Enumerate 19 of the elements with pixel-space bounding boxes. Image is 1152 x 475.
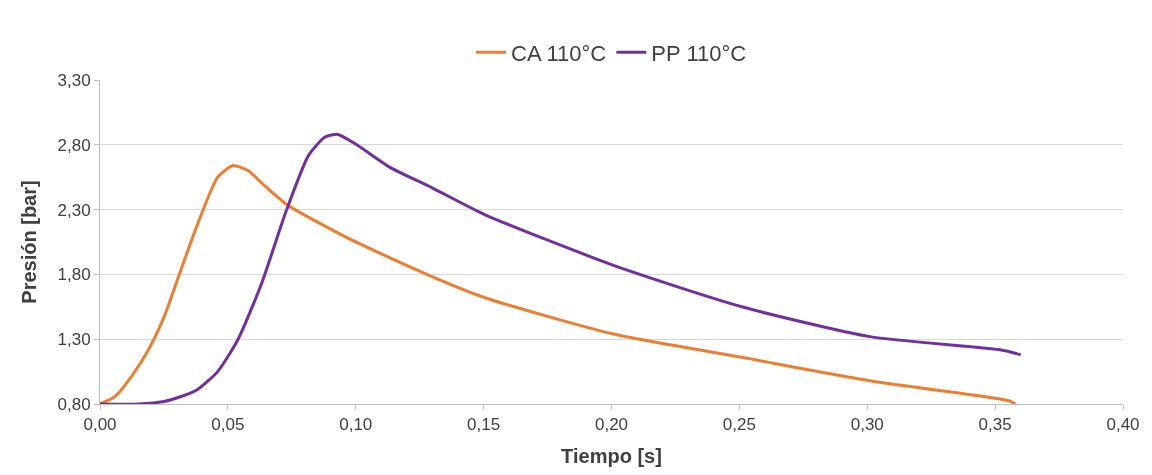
x-tick-label: 0,40: [1106, 415, 1140, 435]
x-axis-title: Tiempo [s]: [561, 444, 662, 467]
legend-label: PP 110°C: [651, 40, 747, 66]
x-tick-label: 0,35: [978, 415, 1012, 435]
y-tick-label: 0,80: [57, 394, 91, 414]
y-tick-label: 3,30: [57, 70, 91, 90]
x-tick-label: 0,05: [211, 415, 245, 435]
x-tick-label: 0,00: [83, 415, 117, 435]
y-tick-label: 1,80: [57, 265, 91, 285]
y-tick-label: 2,30: [57, 200, 91, 220]
legend-label: CA 110°C: [511, 40, 607, 66]
y-tick-label: 2,80: [57, 135, 91, 155]
y-axis-title: Presión [bar]: [18, 180, 41, 304]
x-tick-label: 0,10: [339, 415, 373, 435]
x-tick-label: 0,20: [594, 415, 629, 435]
x-tick-label: 0,25: [722, 415, 756, 435]
y-tick-label: 1,30: [57, 330, 91, 350]
x-tick-label: 0,15: [467, 415, 501, 435]
x-tick-label: 0,30: [850, 415, 884, 435]
